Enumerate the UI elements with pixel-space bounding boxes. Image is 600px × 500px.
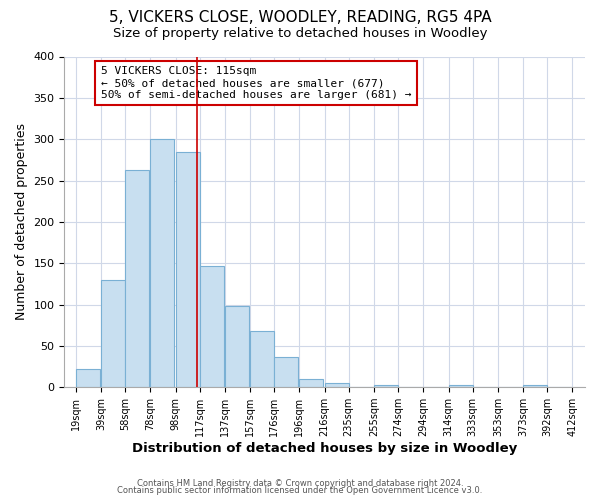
Text: Size of property relative to detached houses in Woodley: Size of property relative to detached ho…	[113, 28, 487, 40]
Bar	[523, 384, 547, 387]
Bar	[200, 266, 224, 387]
Bar	[176, 152, 200, 387]
X-axis label: Distribution of detached houses by size in Woodley: Distribution of detached houses by size …	[132, 442, 517, 455]
Bar	[299, 379, 323, 387]
Bar	[125, 170, 149, 387]
Text: Contains public sector information licensed under the Open Government Licence v3: Contains public sector information licen…	[118, 486, 482, 495]
Bar	[325, 383, 349, 387]
Y-axis label: Number of detached properties: Number of detached properties	[15, 124, 28, 320]
Bar	[76, 369, 100, 387]
Bar	[225, 306, 249, 387]
Bar	[250, 331, 274, 387]
Text: 5 VICKERS CLOSE: 115sqm
← 50% of detached houses are smaller (677)
50% of semi-d: 5 VICKERS CLOSE: 115sqm ← 50% of detache…	[101, 66, 412, 100]
Bar	[151, 139, 175, 387]
Text: Contains HM Land Registry data © Crown copyright and database right 2024.: Contains HM Land Registry data © Crown c…	[137, 478, 463, 488]
Bar	[101, 280, 125, 387]
Bar	[449, 384, 473, 387]
Bar	[374, 384, 398, 387]
Bar	[274, 356, 298, 387]
Text: 5, VICKERS CLOSE, WOODLEY, READING, RG5 4PA: 5, VICKERS CLOSE, WOODLEY, READING, RG5 …	[109, 10, 491, 25]
